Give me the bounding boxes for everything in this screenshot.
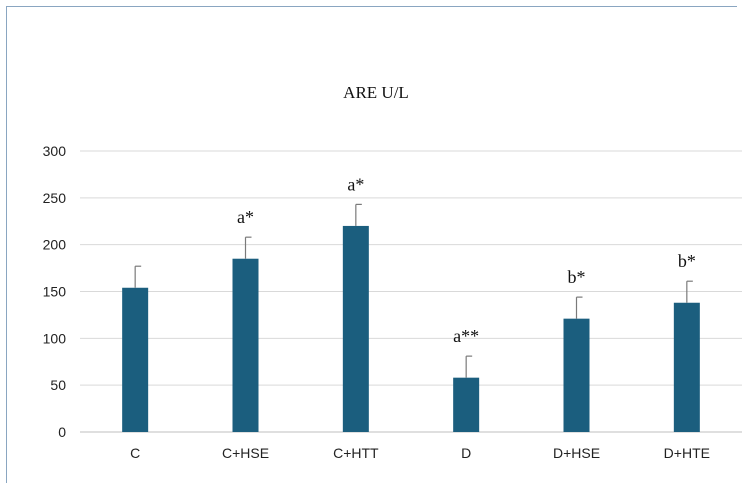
chart-title: ARE U/L (343, 83, 409, 102)
error-bars (134, 203, 693, 378)
y-tick-label: 100 (43, 330, 67, 346)
bar (673, 302, 700, 432)
y-tick-label: 200 (43, 237, 67, 253)
significance-label: a* (237, 207, 254, 227)
significance-label: b* (568, 267, 586, 287)
bar (122, 287, 149, 432)
bar (563, 318, 590, 432)
y-tick-label: 0 (58, 424, 66, 440)
significance-labels: a* a* a** b* b* (237, 174, 696, 346)
x-tick-label: D+HSE (553, 445, 600, 461)
x-tick-label: C (130, 445, 140, 461)
y-tick-label: 250 (43, 190, 67, 206)
significance-label: b* (678, 251, 696, 271)
x-tick-label: D+HTE (664, 445, 710, 461)
grid-lines (80, 150, 742, 433)
y-tick-label: 150 (43, 284, 67, 300)
x-tick-label: D (461, 445, 471, 461)
significance-label: a* (347, 174, 364, 194)
y-tick-label: 300 (43, 143, 67, 159)
x-axis-ticks: C C+HSE C+HTT D D+HSE D+HTE (130, 445, 710, 461)
bar (453, 377, 480, 432)
bar (232, 258, 259, 432)
y-tick-label: 50 (50, 377, 66, 393)
x-tick-label: C+HTT (333, 445, 379, 461)
bar (342, 225, 369, 432)
x-tick-label: C+HSE (222, 445, 269, 461)
y-axis-ticks: 0 50 100 150 200 250 300 (43, 143, 67, 440)
bars (122, 225, 700, 432)
chart-frame (6, 6, 737, 483)
significance-label: a** (453, 326, 479, 346)
